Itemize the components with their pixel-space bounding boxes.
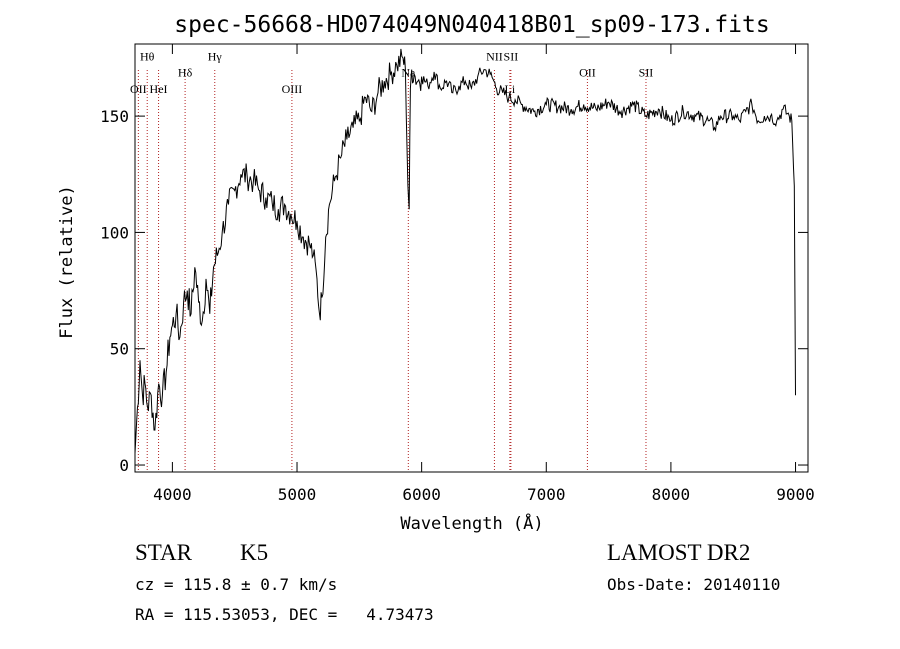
spectral-line-label: Hδ: [178, 66, 193, 80]
chart-title: spec-56668-HD074049N040418B01_sp09-173.f…: [174, 12, 769, 38]
y-tick-label: 0: [119, 456, 129, 475]
spectral-line-label: SII: [504, 49, 519, 63]
object-subclass: K5: [240, 540, 269, 565]
y-axis-label: Flux (relative): [57, 185, 77, 339]
coordinates-readout: RA = 115.53053, DEC = 4.73473: [135, 605, 434, 624]
x-tick-label: 4000: [153, 485, 192, 504]
spectral-line-label: NII: [486, 49, 503, 63]
redshift-readout: cz = 115.8 ± 0.7 km/s: [135, 575, 338, 594]
plot-frame: [134, 43, 809, 473]
spectral-line-label: Hθ: [140, 49, 155, 63]
x-tick-label: 6000: [402, 485, 441, 504]
spectral-line-label: OII: [130, 82, 147, 96]
spectral-line-label: Hγ: [208, 49, 223, 63]
spectral-line-label: Li: [505, 82, 516, 96]
x-tick-label: 8000: [652, 485, 691, 504]
y-tick-label: 100: [100, 223, 129, 242]
x-axis-label: Wavelength (Å): [400, 512, 543, 534]
x-tick-label: 9000: [776, 485, 815, 504]
spectral-line-label: SII: [639, 66, 654, 80]
y-tick-label: 50: [110, 340, 129, 359]
spectrum-series-line: [134, 48, 796, 454]
y-tick-label: 150: [100, 107, 129, 126]
object-class: STAR: [135, 540, 192, 565]
spectral-line-label: OII: [579, 66, 596, 80]
survey-name: LAMOST DR2: [607, 540, 751, 565]
x-tick-label: 7000: [527, 485, 566, 504]
spectral-line-label: HeI: [150, 82, 168, 96]
observation-date: Obs-Date: 20140110: [607, 575, 781, 594]
axis-ticks: 4000 5000 6000 7000 8000 9000 0 50 100 150: [100, 44, 815, 504]
spectral-line-label: OIII: [282, 82, 303, 96]
x-tick-label: 5000: [278, 485, 317, 504]
